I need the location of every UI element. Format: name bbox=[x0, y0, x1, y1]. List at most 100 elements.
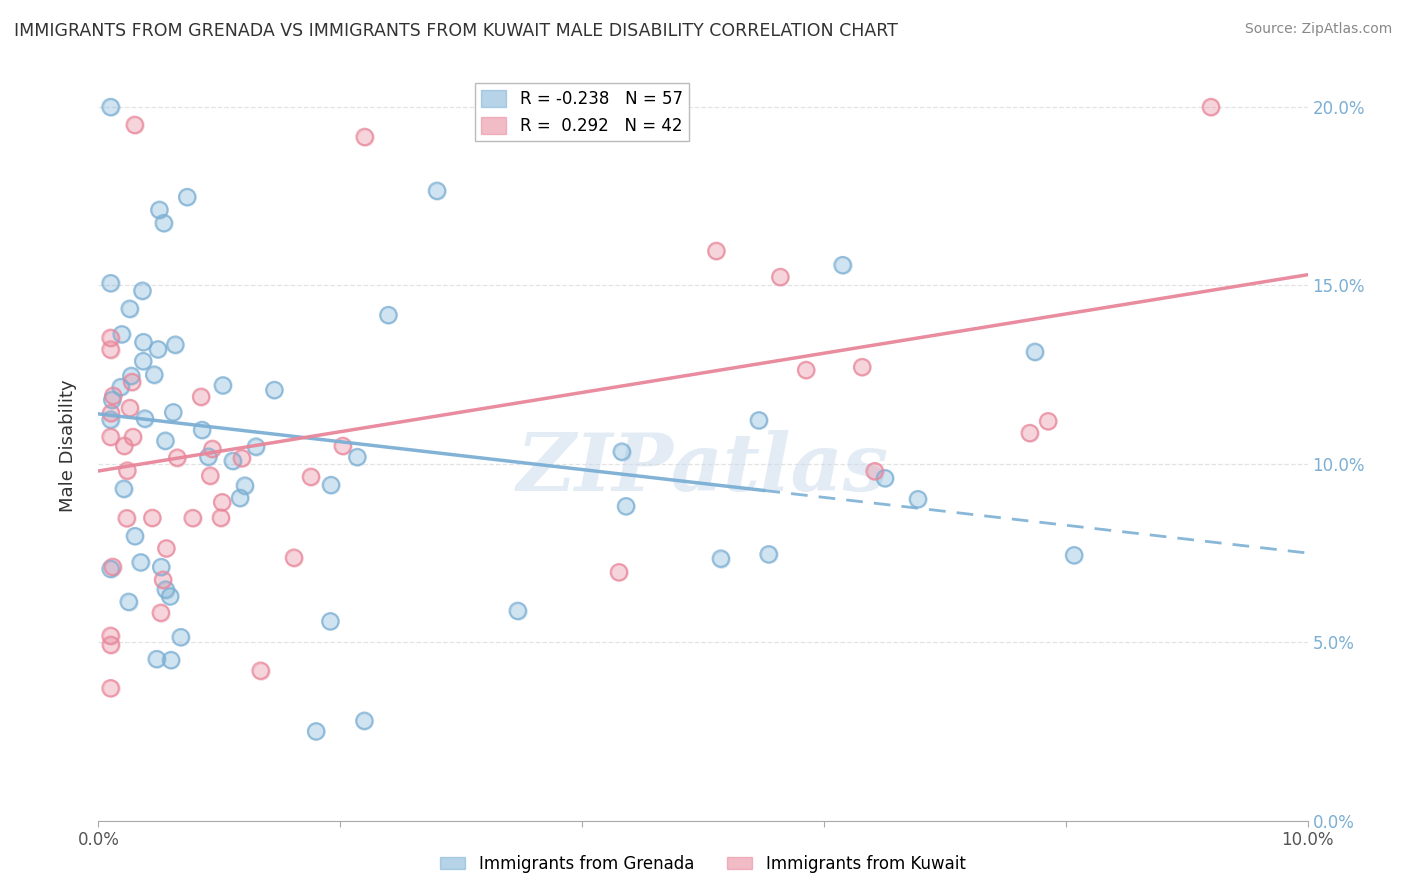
Point bbox=[233, 478, 256, 492]
Point bbox=[614, 500, 637, 514]
Point bbox=[610, 444, 633, 458]
Point bbox=[863, 464, 886, 478]
Point bbox=[283, 550, 305, 565]
Point bbox=[112, 482, 135, 496]
Point bbox=[319, 478, 342, 492]
Point bbox=[221, 454, 243, 468]
Point bbox=[150, 560, 173, 574]
Point bbox=[100, 277, 122, 291]
Point bbox=[141, 511, 163, 525]
Point bbox=[263, 383, 285, 397]
Point bbox=[1199, 100, 1222, 114]
Point bbox=[1024, 344, 1046, 359]
Point bbox=[100, 430, 122, 444]
Point bbox=[769, 269, 792, 284]
Point bbox=[120, 368, 142, 383]
Point bbox=[162, 405, 184, 419]
Point bbox=[181, 511, 204, 525]
Point bbox=[229, 491, 252, 505]
Point bbox=[1018, 425, 1040, 440]
Point bbox=[200, 468, 222, 483]
Point bbox=[190, 390, 212, 404]
Point bbox=[201, 442, 224, 456]
Point bbox=[377, 308, 399, 322]
Point bbox=[111, 327, 134, 342]
Point bbox=[100, 100, 122, 114]
Point bbox=[152, 216, 174, 230]
Point bbox=[614, 500, 637, 514]
Point bbox=[118, 401, 141, 415]
Point bbox=[769, 269, 792, 284]
Point bbox=[907, 492, 929, 507]
Point bbox=[155, 434, 177, 448]
Point bbox=[332, 439, 354, 453]
Point bbox=[299, 470, 322, 484]
Point bbox=[165, 337, 187, 351]
Point bbox=[191, 423, 214, 437]
Point bbox=[249, 664, 271, 678]
Point bbox=[101, 559, 124, 574]
Point bbox=[169, 630, 191, 644]
Point bbox=[377, 308, 399, 322]
Point bbox=[143, 368, 166, 382]
Point bbox=[233, 478, 256, 492]
Point bbox=[200, 468, 222, 483]
Point bbox=[149, 606, 172, 620]
Point bbox=[191, 423, 214, 437]
Point bbox=[319, 478, 342, 492]
Point bbox=[100, 412, 122, 426]
Point bbox=[134, 411, 156, 425]
Point bbox=[118, 301, 141, 316]
Point bbox=[245, 440, 267, 454]
Point bbox=[152, 573, 174, 587]
Point bbox=[115, 511, 138, 525]
Point bbox=[851, 360, 873, 375]
Point bbox=[112, 439, 135, 453]
Point bbox=[209, 510, 232, 524]
Point bbox=[115, 511, 138, 525]
Point bbox=[118, 595, 141, 609]
Point bbox=[873, 471, 896, 485]
Point bbox=[245, 440, 267, 454]
Point bbox=[160, 653, 183, 667]
Point bbox=[117, 463, 139, 477]
Point bbox=[907, 492, 929, 507]
Point bbox=[101, 559, 124, 574]
Point bbox=[346, 450, 368, 464]
Point bbox=[124, 118, 146, 132]
Point bbox=[101, 392, 124, 407]
Point bbox=[124, 529, 146, 543]
Point bbox=[152, 216, 174, 230]
Point bbox=[263, 383, 285, 397]
Point bbox=[221, 454, 243, 468]
Text: IMMIGRANTS FROM GRENADA VS IMMIGRANTS FROM KUWAIT MALE DISABILITY CORRELATION CH: IMMIGRANTS FROM GRENADA VS IMMIGRANTS FR… bbox=[14, 22, 898, 40]
Point bbox=[1063, 549, 1085, 563]
Point bbox=[145, 652, 167, 666]
Point bbox=[211, 378, 233, 392]
Point bbox=[134, 411, 156, 425]
Point bbox=[129, 556, 152, 570]
Point bbox=[100, 629, 122, 643]
Point bbox=[159, 590, 181, 604]
Point bbox=[863, 464, 886, 478]
Point bbox=[100, 406, 122, 420]
Point bbox=[332, 439, 354, 453]
Point bbox=[794, 363, 817, 377]
Point bbox=[120, 368, 142, 383]
Point bbox=[132, 335, 155, 350]
Point bbox=[110, 380, 132, 394]
Point bbox=[299, 470, 322, 484]
Legend: Immigrants from Grenada, Immigrants from Kuwait: Immigrants from Grenada, Immigrants from… bbox=[433, 848, 973, 880]
Point bbox=[101, 392, 124, 407]
Point bbox=[758, 548, 780, 562]
Point bbox=[1024, 344, 1046, 359]
Point bbox=[100, 331, 122, 345]
Point bbox=[143, 368, 166, 382]
Point bbox=[112, 439, 135, 453]
Point bbox=[159, 590, 181, 604]
Point bbox=[353, 714, 375, 728]
Point bbox=[506, 604, 529, 618]
Point bbox=[209, 510, 232, 524]
Point bbox=[353, 714, 375, 728]
Point bbox=[111, 327, 134, 342]
